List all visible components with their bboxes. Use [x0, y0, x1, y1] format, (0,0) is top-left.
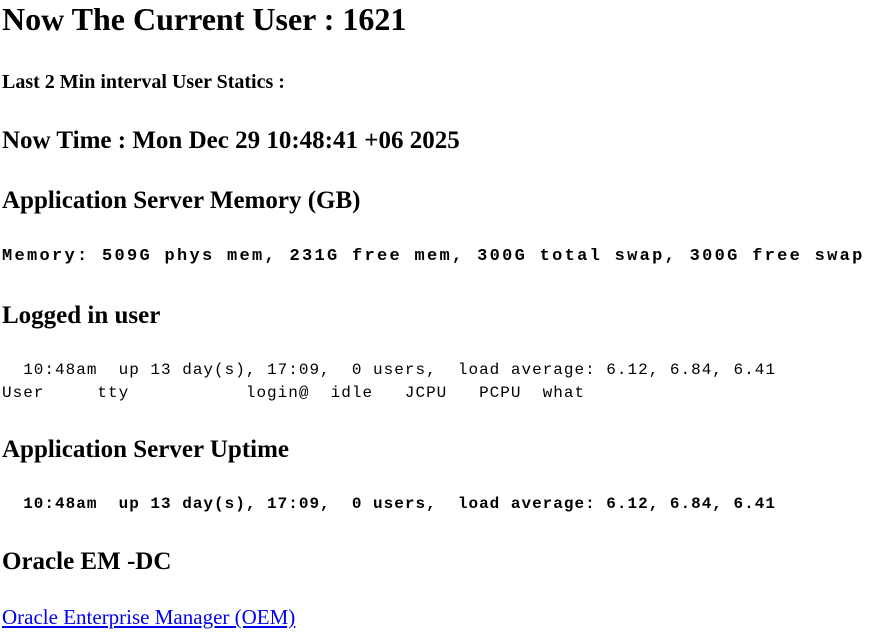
current-user-heading: Now The Current User : 1621 — [2, 1, 407, 37]
logged-in-uptime-line: 10:48am up 13 day(s), 17:09, 0 users, lo… — [2, 361, 776, 379]
memory-section-title: Application Server Memory (GB) — [2, 187, 361, 214]
uptime-line: 10:48am up 13 day(s), 17:09, 0 users, lo… — [2, 495, 776, 513]
logged-in-header-line: User tty login@ idle JCPU PCPU what — [2, 384, 586, 402]
interval-stats-heading: Last 2 Min interval User Statics : — [2, 71, 285, 93]
oem-link[interactable]: Oracle Enterprise Manager (OEM) — [2, 605, 296, 629]
now-time-heading: Now Time : Mon Dec 29 10:48:41 +06 2025 — [2, 127, 460, 154]
oracle-section-title: Oracle EM -DC — [2, 548, 172, 575]
uptime-section-title: Application Server Uptime — [2, 436, 290, 463]
logged-in-section-title: Logged in user — [2, 302, 161, 329]
memory-info: Memory: 509G phys mem, 231G free mem, 30… — [2, 247, 865, 266]
